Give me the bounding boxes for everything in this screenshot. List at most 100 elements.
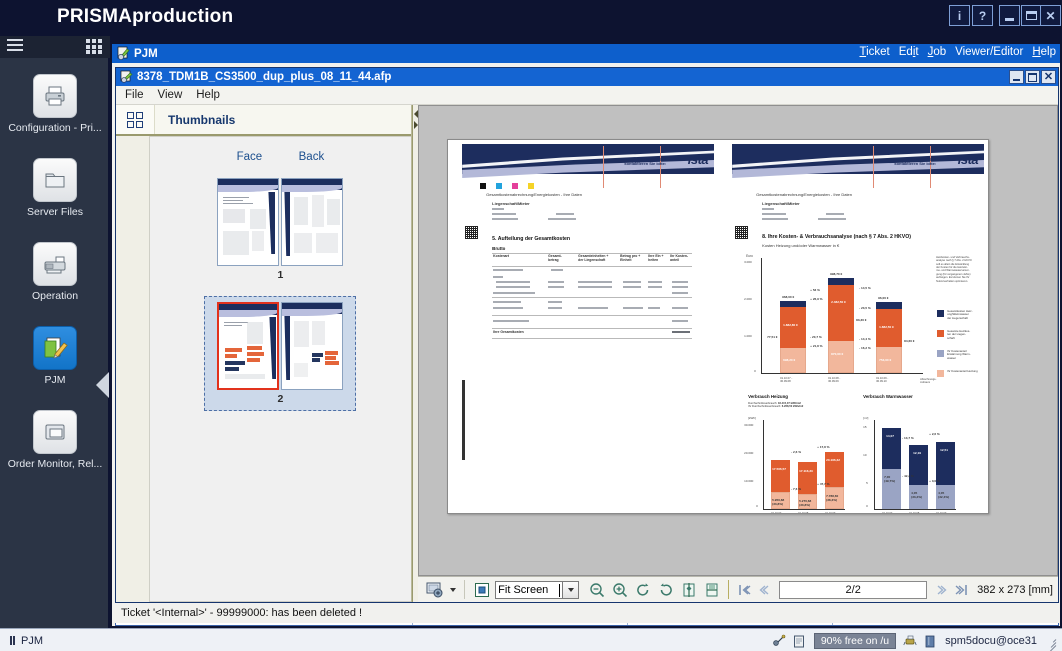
chart-subtitle: Kosten Heizung und/oder Warmwasser in € [762, 243, 840, 248]
face-back-headers: Face Back [150, 137, 411, 163]
splitter-expand-icon[interactable] [413, 121, 418, 129]
task-handle-icon [10, 636, 15, 645]
panel-splitter[interactable] [411, 105, 419, 602]
page-dimensions: 382 x 273 [mm] [977, 583, 1053, 596]
render-settings-icon[interactable] [423, 579, 446, 600]
sidebar-item-label: Operation [31, 290, 79, 302]
disk-status-badge[interactable]: 90% free on /u [813, 632, 897, 649]
help-button[interactable]: ? [972, 5, 993, 26]
doc-close-button[interactable]: ✕ [1041, 70, 1056, 84]
rotate-right-icon[interactable] [654, 579, 677, 600]
menu-job[interactable]: Job [927, 46, 947, 58]
sidebar-item-order-monitor[interactable]: Order Monitor, Rel... [0, 410, 110, 470]
thumbnails-header: Thumbnails [116, 105, 411, 136]
render-dropdown-caret-icon[interactable] [446, 579, 459, 600]
doc-menu-view[interactable]: View [157, 89, 183, 101]
sidebar-item-label: Order Monitor, Rel... [7, 458, 103, 470]
printer-link-icon[interactable] [903, 634, 917, 648]
fit-page-icon[interactable] [470, 579, 493, 600]
zoom-out-icon[interactable] [585, 579, 608, 600]
menu-edit[interactable]: Edit [898, 46, 919, 58]
split-container: Thumbnails Face Back [116, 105, 1058, 602]
doc-minimize-button[interactable] [1009, 70, 1024, 84]
user-host-label: spm5docu@oce31 [945, 634, 1037, 647]
grid-apps-icon[interactable] [86, 39, 102, 54]
document-menu-bar: File View Help [116, 86, 1058, 105]
hamburger-icon[interactable] [7, 39, 23, 54]
pjm-menu-bar: Ticket Edit Job Viewer/Editor Help [859, 46, 1056, 58]
flip-vertical-icon[interactable] [677, 579, 700, 600]
app-title: PRISMAproduction [57, 6, 234, 27]
thumbnail-sheet[interactable]: 1 [204, 173, 356, 286]
close-button[interactable]: ✕ [1040, 5, 1061, 26]
viewer-toolbar: Fit Screen [418, 576, 1058, 602]
doc-menu-help[interactable]: Help [196, 89, 220, 101]
menu-ticket[interactable]: Ticket [859, 46, 890, 58]
sidebar-item-server-files[interactable]: Server Files [0, 158, 110, 218]
document-title-bar[interactable]: 8378_TDM1B_CS3500_dup_plus_08_11_44.afp … [116, 68, 1058, 86]
minimize-button[interactable] [999, 5, 1020, 26]
thumbnail-page-back[interactable] [281, 178, 344, 266]
thumbnails-gutter [116, 136, 149, 602]
thumbnails-grid-icon[interactable] [116, 105, 155, 134]
brand-logo: ista [687, 152, 709, 167]
page-indicator-field[interactable]: 2/2 [779, 580, 928, 599]
pjm-message-line: Ticket '<Internal>' - 99999000: has been… [115, 603, 1059, 623]
sidebar-item-configuration[interactable]: Configuration - Pri... [0, 74, 110, 134]
document-paper: ista Bei Rückfragen kontaktieren Sie bitt… [447, 139, 990, 514]
chart-right-title: Verbrauch Warmwasser [863, 394, 913, 399]
sidebar-item-operation[interactable]: Operation [0, 242, 110, 302]
sidebar-item-label: PJM [44, 374, 66, 386]
thumbnail-page-back[interactable] [281, 302, 344, 390]
info-button[interactable]: i [949, 5, 970, 26]
flip-horizontal-icon[interactable] [700, 579, 723, 600]
document-window-buttons: ✕ [1009, 70, 1056, 84]
sheet-number: 2 [277, 393, 284, 405]
menu-help[interactable]: Help [1032, 46, 1056, 58]
taskbar-item-label: PJM [21, 634, 43, 647]
zoom-level-value[interactable]: Fit Screen [495, 580, 564, 599]
notepad-icon[interactable] [793, 634, 807, 648]
pjm-title-bar[interactable]: PJM Ticket Edit Job Viewer/Editor Help [112, 44, 1060, 63]
folder-icon [33, 158, 77, 202]
rail-header [0, 36, 110, 58]
pjm-window: PJM Ticket Edit Job Viewer/Editor Help [110, 42, 1062, 628]
thumbnails-panel: Thumbnails Face Back [116, 105, 412, 602]
next-page-icon[interactable] [932, 579, 952, 600]
last-page-icon[interactable] [952, 579, 972, 600]
previous-page-icon[interactable] [754, 579, 774, 600]
sheet-number: 1 [277, 269, 284, 281]
doc-maximize-button[interactable] [1025, 70, 1040, 84]
thumbnail-sheet-selected[interactable]: 2 [204, 296, 357, 411]
taskbar-item-pjm[interactable]: PJM [4, 631, 53, 650]
thumbnails-body: Face Back [116, 136, 411, 602]
rotate-left-icon[interactable] [631, 579, 654, 600]
active-item-pointer [96, 372, 109, 398]
document-title: 8378_TDM1B_CS3500_dup_plus_08_11_44.afp [137, 71, 392, 83]
maximize-button[interactable] [1021, 5, 1042, 26]
pjm-edit-icon [33, 326, 77, 370]
zoom-in-icon[interactable] [608, 579, 631, 600]
document-canvas[interactable]: ista Bei Rückfragen kontaktieren Sie bitt… [418, 105, 1058, 576]
doc-menu-file[interactable]: File [125, 89, 144, 101]
thumbnail-page-face[interactable] [217, 302, 280, 390]
pjm-window-icon [116, 46, 131, 61]
document-page-face: ista Bei Rückfragen kontaktieren Sie bitt… [448, 140, 718, 513]
thumbnails-scroll-area[interactable]: Face Back [149, 136, 411, 602]
splitter-collapse-icon[interactable] [413, 110, 418, 118]
sidebar-item-pjm[interactable]: PJM [0, 326, 110, 386]
afp-file-icon [119, 70, 134, 84]
archive-box-icon [33, 410, 77, 454]
zoom-dropdown-caret-icon[interactable] [563, 580, 580, 599]
chart-left-title: Verbrauch Heizung [748, 394, 788, 399]
server-icon[interactable] [924, 634, 938, 648]
zoom-level-combo[interactable]: Fit Screen [495, 580, 580, 599]
press-icon [33, 242, 77, 286]
thumbnail-page-face[interactable] [217, 178, 280, 266]
network-icon[interactable] [772, 634, 786, 648]
first-page-icon[interactable] [734, 579, 754, 600]
menu-viewer-editor[interactable]: Viewer/Editor [955, 46, 1024, 58]
resize-grip-icon[interactable] [1044, 635, 1057, 651]
section-title-right: 8. Ihre Kosten- & Verbrauchsanalyse (nac… [762, 234, 912, 240]
system-tray: 90% free on /u spm5docu@oce31 [772, 631, 1057, 651]
